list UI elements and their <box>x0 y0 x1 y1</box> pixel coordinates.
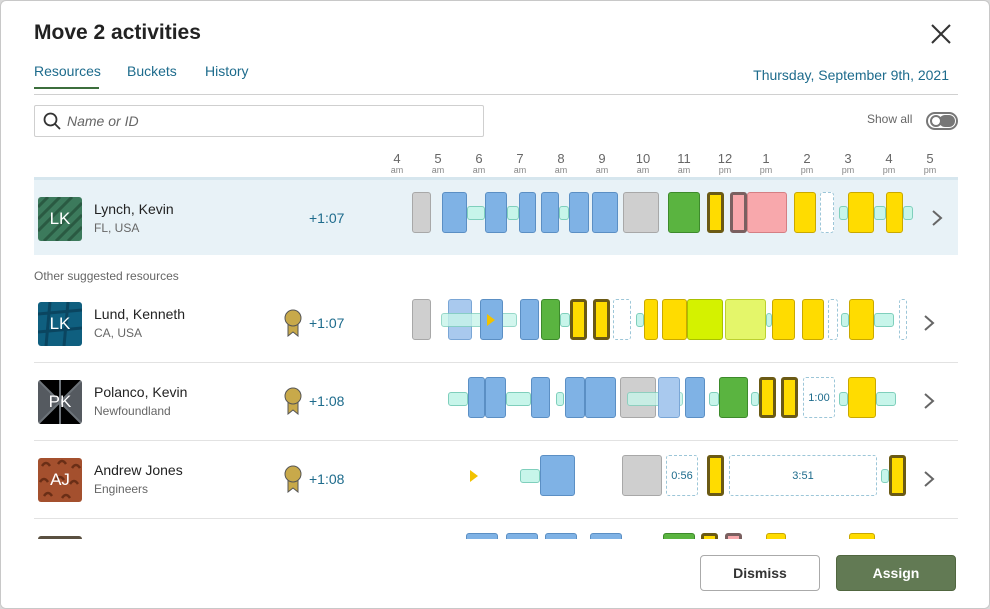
avatar: LK <box>38 197 82 241</box>
travel-delta: +1:08 <box>309 471 345 487</box>
toggle-knob <box>930 115 942 127</box>
close-icon[interactable] <box>930 23 952 45</box>
hour-number: 1 <box>762 151 770 166</box>
chevron-right-icon[interactable] <box>922 314 936 332</box>
tab-buckets[interactable]: Buckets <box>127 63 177 79</box>
avatar-pattern <box>38 197 82 241</box>
avatar-pattern <box>38 458 82 502</box>
resource-location: Newfoundland <box>94 404 171 418</box>
hour-label: 11 am <box>669 152 699 175</box>
hour-label: 10 am <box>628 152 658 175</box>
hour-number: 2 <box>803 151 811 166</box>
hour-meridiem: pm <box>882 165 896 175</box>
hour-label: 7 am <box>505 152 535 175</box>
resource-row-jones[interactable]: AJ Andrew Jones Engineers +1:08 <box>34 441 958 519</box>
hour-number: 9 <box>598 151 606 166</box>
chevron-right-icon[interactable] <box>930 209 944 227</box>
resource-name: Lynch, Kevin <box>94 201 174 217</box>
hour-label: 8 am <box>546 152 576 175</box>
resource-location: FL, USA <box>94 221 140 235</box>
avatar: LK <box>38 302 82 346</box>
medal-icon <box>284 465 302 493</box>
hour-meridiem: am <box>595 165 609 175</box>
hour-label: 3 pm <box>833 152 863 175</box>
chevron-right-icon[interactable] <box>922 392 936 410</box>
resource-name: Polanco, Kevin <box>94 384 188 400</box>
hour-number: 3 <box>844 151 852 166</box>
avatar-initials: PK <box>48 392 72 411</box>
avatar-initials: AJ <box>50 470 70 489</box>
hour-label: 4 am <box>382 152 412 175</box>
resource-row-lund[interactable]: LK Lund, Kenneth CA, USA +1:07 <box>34 285 958 363</box>
hour-meridiem: pm <box>841 165 855 175</box>
section-label: Other suggested resources <box>34 269 179 283</box>
travel-delta: +1:07 <box>309 210 345 226</box>
search-input[interactable] <box>67 113 447 129</box>
avatar-initials: LK <box>49 314 71 333</box>
hour-meridiem: am <box>513 165 527 175</box>
resource-row-lynch[interactable]: LK Lynch, Kevin FL, USA +1:07 <box>34 177 958 255</box>
chevron-right-icon[interactable] <box>922 470 936 488</box>
avatar: AJ <box>38 458 82 502</box>
hour-meridiem: pm <box>718 165 732 175</box>
hour-label: 2 pm <box>792 152 822 175</box>
hour-label: 6 am <box>464 152 494 175</box>
hour-label: 9 am <box>587 152 617 175</box>
search-icon <box>43 112 61 130</box>
hour-label: 1 pm <box>751 152 781 175</box>
hour-number: 5 <box>434 151 442 166</box>
hour-label: 5 am <box>423 152 453 175</box>
active-tab-indicator <box>34 87 99 89</box>
toggle-track <box>939 115 955 127</box>
hour-number: 4 <box>885 151 893 166</box>
show-all-toggle[interactable] <box>926 112 958 130</box>
medal-icon <box>284 387 302 415</box>
assign-button[interactable]: Assign <box>836 555 956 591</box>
hour-meridiem: pm <box>759 165 773 175</box>
hour-meridiem: am <box>472 165 486 175</box>
hour-number: 7 <box>516 151 524 166</box>
hour-number: 5 <box>926 151 934 166</box>
hour-meridiem: pm <box>800 165 814 175</box>
dialog-footer <box>1 539 989 608</box>
travel-delta: +1:08 <box>309 393 345 409</box>
avatar-pattern <box>38 302 82 346</box>
hour-meridiem: pm <box>923 165 937 175</box>
avatar-initials: LK <box>49 209 71 228</box>
resource-name: Lund, Kenneth <box>94 306 186 322</box>
header-divider <box>34 94 958 95</box>
dialog-title: Move 2 activities <box>34 21 201 44</box>
hour-number: 8 <box>557 151 565 166</box>
avatar-pattern <box>38 380 82 424</box>
travel-delta: +1:07 <box>309 315 345 331</box>
search-box <box>34 105 484 137</box>
resource-row-polanco[interactable]: PK Polanco, Kevin Newfoundland +1:08 <box>34 363 958 441</box>
tab-history[interactable]: History <box>205 63 249 79</box>
resource-name: Andrew Jones <box>94 462 183 478</box>
schedule-date: Thursday, September 9th, 2021 <box>753 67 949 83</box>
hour-label: 5 pm <box>915 152 945 175</box>
dismiss-button[interactable]: Dismiss <box>700 555 820 591</box>
avatar: PK <box>38 380 82 424</box>
hour-number: 10 <box>635 151 651 166</box>
hour-meridiem: am <box>554 165 568 175</box>
show-all-label: Show all <box>867 112 913 126</box>
hour-number: 4 <box>393 151 401 166</box>
hour-label: 12 pm <box>710 152 740 175</box>
tab-resources[interactable]: Resources <box>34 63 101 79</box>
resource-location: CA, USA <box>94 326 143 340</box>
hour-label: 4 pm <box>874 152 904 175</box>
hour-number: 6 <box>475 151 483 166</box>
hour-number: 12 <box>717 151 733 166</box>
hour-meridiem: am <box>636 165 650 175</box>
hour-meridiem: am <box>677 165 691 175</box>
hour-number: 11 <box>677 151 691 166</box>
hour-meridiem: am <box>431 165 445 175</box>
medal-icon <box>284 309 302 337</box>
resource-location: Engineers <box>94 482 149 496</box>
hour-meridiem: am <box>390 165 404 175</box>
